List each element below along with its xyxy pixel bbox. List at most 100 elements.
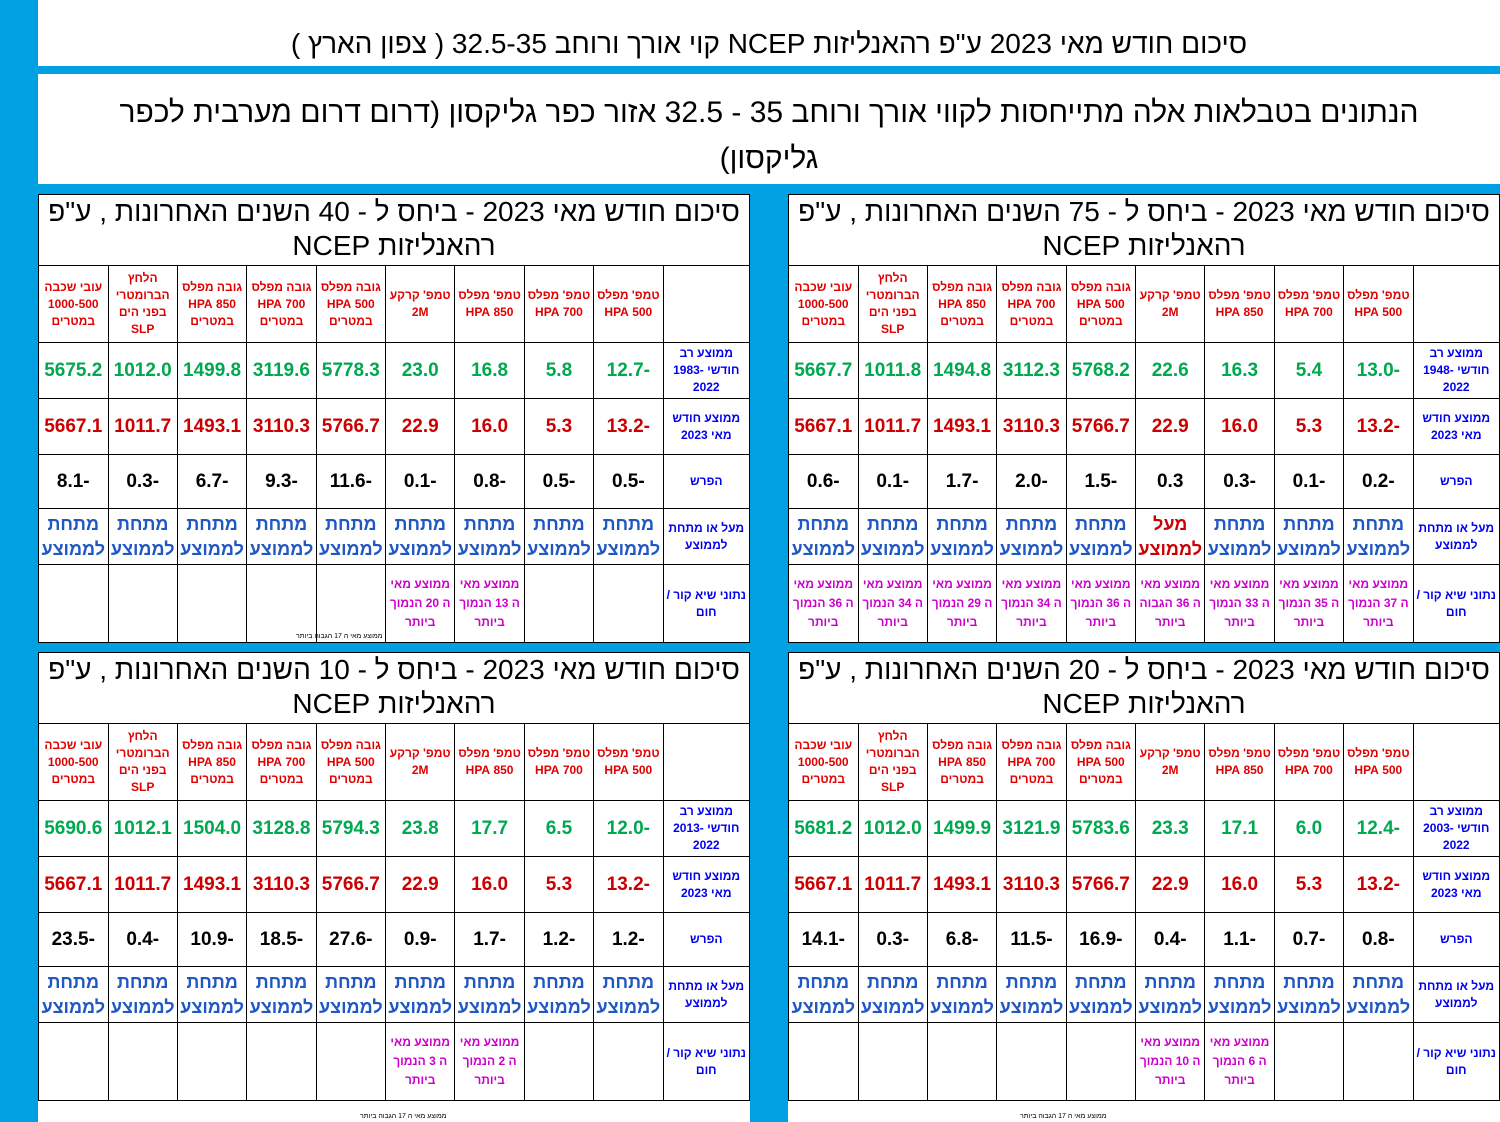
difference-value: -14.1 (788, 912, 859, 967)
average-value: 17.1 (1204, 800, 1275, 857)
row-label-above-below: מעל או מתחת לממוצע (1412, 966, 1500, 1023)
summary-table: טמפ' מפלס 500 HPA טמפ' מפלס 700 HPA טמפ' מ… (788, 265, 1500, 643)
panel-title: סיכום חודש מאי 2023 - ביחס ל - 20 השנים … (788, 652, 1500, 723)
column-header: טמפ' קרקע 2M (385, 723, 456, 801)
row-label-average: ממוצע רב חודשי 1948-2022 (1412, 342, 1500, 399)
record-note (315, 1022, 387, 1101)
current-value: 1493.1 (176, 398, 248, 455)
average-value: 5.8 (523, 342, 595, 399)
difference-value: -0.7 (1273, 912, 1345, 967)
record-note: ממוצע מאי ה 13 הנמוך ביותר (454, 564, 525, 643)
difference-value: -6.8 (926, 912, 998, 967)
difference-value: -1.5 (1065, 454, 1137, 509)
row-label-current: ממוצע חודש מאי 2023 (662, 856, 751, 913)
header-row: טמפ' מפלס 500 HPA טמפ' מפלס 700 HPA טמפ' מ… (38, 723, 751, 801)
difference-value: -0.2 (1343, 454, 1414, 509)
record-note (593, 1022, 664, 1101)
row-label-records: נתוני שיא קור / חום (662, 1022, 751, 1101)
difference-value: -18.5 (246, 912, 317, 967)
current-value: 1011.7 (857, 856, 928, 913)
difference-value: -0.8 (454, 454, 525, 509)
difference-row: הפרש -0.8 -0.7 -1.1 -0.4 -16.9 -11.5 -6.8 -0.3 -1… (788, 912, 1500, 967)
column-header: טמפ' מפלס 500 HPA (1343, 265, 1414, 343)
column-header: טמפ' מפלס 700 HPA (523, 265, 595, 343)
current-value: 3110.3 (996, 856, 1067, 913)
average-value: 5681.2 (788, 800, 859, 857)
current-value: -13.2 (1343, 856, 1414, 913)
record-note: ממוצע מאי ה 37 הנמוך ביותר (1343, 564, 1414, 643)
below-average-cell: מתחת לממוצע (315, 966, 387, 1023)
column-header: גובה מפלס 850 HPA במטרים (926, 723, 998, 801)
current-value: 16.0 (454, 856, 525, 913)
column-header: טמפ' קרקע 2M (1135, 723, 1206, 801)
summary-table: טמפ' מפלס 500 HPA טמפ' מפלס 700 HPA טמפ' מ… (788, 723, 1500, 1101)
average-value: 3121.9 (996, 800, 1067, 857)
average-row: ממוצע רב חודשי 1983-2022 -12.7 5.8 16.8 23.0… (38, 342, 751, 399)
current-value: 5766.7 (1065, 398, 1137, 455)
below-average-cell: מתחת לממוצע (176, 508, 248, 565)
below-average-cell: מתחת לממוצע (107, 966, 178, 1023)
current-value: 16.0 (1204, 398, 1275, 455)
record-note (246, 564, 317, 643)
column-header: עובי שכבה 1000-500 במטרים (38, 723, 109, 801)
current-value: -13.2 (593, 856, 664, 913)
difference-value: -1.7 (454, 912, 525, 967)
difference-value: -11.5 (996, 912, 1067, 967)
row-label-current: ממוצע חודש מאי 2023 (662, 398, 751, 455)
panel-title: סיכום חודש מאי 2023 - ביחס ל - 75 השנים … (788, 194, 1500, 265)
average-value: 5675.2 (38, 342, 109, 399)
current-value: 1493.1 (926, 398, 998, 455)
average-value: 5667.7 (788, 342, 859, 399)
current-value: 16.0 (1204, 856, 1275, 913)
description-box: הנתונים בטבלאות אלה מתייחסות לקווי אורך … (38, 74, 1500, 184)
current-value: 5.3 (1273, 398, 1345, 455)
average-value: 16.3 (1204, 342, 1275, 399)
summary-table: טמפ' מפלס 500 HPA טמפ' מפלס 700 HPA טמפ' מ… (38, 723, 751, 1101)
below-average-cell: מתחת לממוצע (107, 508, 178, 565)
column-header: טמפ' מפלס 700 HPA (1273, 265, 1345, 343)
column-header: הלחץ הברומטרי בפני הים SLP (107, 265, 178, 343)
average-value: -13.0 (1343, 342, 1414, 399)
record-note (1273, 1022, 1345, 1101)
record-note (38, 1022, 109, 1101)
below-average-cell: מתחת לממוצע (1135, 966, 1206, 1023)
average-value: 23.8 (385, 800, 456, 857)
average-row: ממוצע רב חודשי 1948-2022 -13.0 5.4 16.3 22.6… (788, 342, 1500, 399)
below-average-cell: מתחת לממוצע (996, 966, 1067, 1023)
below-average-cell: מתחת לממוצע (38, 508, 109, 565)
panel-title: סיכום חודש מאי 2023 - ביחס ל - 10 השנים … (38, 652, 750, 723)
column-header: גובה מפלס 500 HPA במטרים (315, 265, 387, 343)
column-header: גובה מפלס 700 HPA במטרים (996, 265, 1067, 343)
below-average-cell: מתחת לממוצע (454, 508, 525, 565)
column-header: גובה מפלס 850 HPA במטרים (176, 265, 248, 343)
difference-value: -0.1 (1273, 454, 1345, 509)
average-value: 1504.0 (176, 800, 248, 857)
below-average-cell: מתחת לממוצע (523, 966, 595, 1023)
below-average-cell: מתחת לממוצע (1204, 966, 1275, 1023)
difference-row: הפרש -1.2 -1.2 -1.7 -0.9 -27.6 -18.5 -10.9 -0.4-… (38, 912, 751, 967)
record-note (523, 1022, 595, 1101)
difference-value: -1.2 (523, 912, 595, 967)
column-header: טמפ' מפלס 850 HPA (454, 723, 525, 801)
panel-10-years: סיכום חודש מאי 2023 - ביחס ל - 10 השנים … (38, 652, 751, 1122)
row-label-difference: הפרש (1412, 454, 1500, 509)
divider-bar (38, 642, 1500, 652)
panel-title: סיכום חודש מאי 2023 - ביחס ל - 40 השנים … (38, 194, 750, 265)
record-note: ממוצע מאי ה 10 הנמוך ביותר (1135, 1022, 1206, 1101)
difference-value: -0.3 (857, 912, 928, 967)
below-average-cell: מתחת לממוצע (788, 966, 859, 1023)
above-below-row: מעל או מתחת לממוצע מתחת לממוצע מתחת לממוצע… (38, 508, 751, 565)
row-label-above-below: מעל או מתחת לממוצע (662, 508, 751, 565)
average-value: 1494.8 (926, 342, 998, 399)
difference-value: -2.0 (996, 454, 1067, 509)
difference-value: -0.8 (1343, 912, 1414, 967)
below-average-cell: מתחת לממוצע (523, 508, 595, 565)
row-label-records: נתוני שיא קור / חום (1412, 564, 1500, 643)
below-average-cell: מתחת לממוצע (1204, 508, 1275, 565)
difference-value: -0.5 (523, 454, 595, 509)
difference-value: -0.4 (107, 912, 178, 967)
difference-value: -11.6 (315, 454, 387, 509)
below-average-cell: מתחת לממוצע (1273, 966, 1345, 1023)
average-value: 3128.8 (246, 800, 317, 857)
below-average-cell: מתחת לממוצע (1343, 508, 1414, 565)
